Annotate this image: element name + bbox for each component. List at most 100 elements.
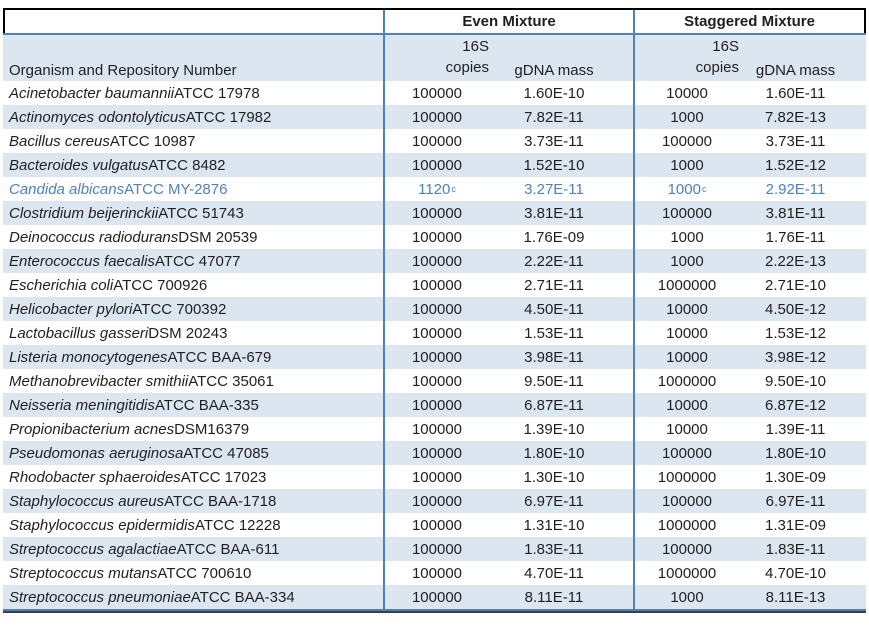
organism-species: Pseudomonas aeruginosa <box>9 444 184 462</box>
organism-repo: ATCC 10987 <box>109 132 196 150</box>
even-gdna-mass-cell: 1.83E-11 <box>524 540 584 558</box>
organism-cell: Bacillus cereus ATCC 10987 <box>3 129 383 153</box>
staggered-gdna-mass-cell: 6.97E-11 <box>765 492 826 510</box>
staggered-16s-copies-cell: 1000 <box>633 153 747 177</box>
even-16s-copies-cell: 100000 <box>383 201 497 225</box>
staggered-copies-label: copies <box>695 59 739 76</box>
staggered-gdna-mass-cell: 1.30E-09 <box>765 468 826 486</box>
staggered-16s-copies-cell: 1000 <box>633 585 747 609</box>
table-row: Lactobacillus gasseri DSM 20243 100000 1… <box>3 321 866 345</box>
staggered-16s-copies-cell: 10000 <box>633 417 747 441</box>
organism-species: Deinococcus radiodurans <box>9 228 179 246</box>
staggered-gdna-mass-cell: 4.70E-10 <box>765 564 826 582</box>
table-row: Bacillus cereus ATCC 10987 100000 3.73E-… <box>3 129 866 153</box>
organism-repo: ATCC 17023 <box>180 468 267 486</box>
organism-repo: DSM16379 <box>174 420 250 438</box>
staggered-gdna-mass-cell: 6.87E-12 <box>765 396 826 414</box>
even-16s-copies-cell: 100000 <box>383 153 497 177</box>
organism-repo: DSM 20243 <box>148 324 228 342</box>
staggered-gdna-mass-cell: 7.82E-13 <box>765 108 826 126</box>
even-16s-copies-cell: 100000 <box>383 417 497 441</box>
even-16s-label: 16S <box>462 38 489 55</box>
even-16s-copies-cell: 100000 <box>383 513 497 537</box>
even-16s-copies-cell: 100000 <box>383 273 497 297</box>
organism-species: Bacteroides vulgatus <box>9 156 149 174</box>
organism-species: Lactobacillus gasseri <box>9 324 149 342</box>
staggered-16s-copies-cell: 1000000 <box>633 273 747 297</box>
staggered-gdna-mass-cell: 3.81E-11 <box>765 204 826 222</box>
even-16s-copies-cell: 100000 <box>383 225 497 249</box>
organism-cell: Streptococcus pneumoniae ATCC BAA-334 <box>3 585 383 609</box>
organism-cell: Bacteroides vulgatus ATCC 8482 <box>3 153 383 177</box>
table-row: Acinetobacter baumannii ATCC 17978 10000… <box>3 81 866 105</box>
even-mixture-header: Even Mixture <box>383 10 633 33</box>
even-16s-copies-cell: 100000 <box>383 441 497 465</box>
organism-cell: Deinococcus radiodurans DSM 20539 <box>3 225 383 249</box>
even-16s-copies-cell: 100000 <box>383 537 497 561</box>
organism-cell: Enterococcus faecalis ATCC 47077 <box>3 249 383 273</box>
staggered-gdna-mass-cell: 2.22E-13 <box>765 252 826 270</box>
group-header-row: Even Mixture Staggered Mixture <box>3 10 866 35</box>
staggered-gdna-mass-cell: 9.50E-10 <box>765 372 826 390</box>
organism-species: Acinetobacter baumannii <box>9 84 175 102</box>
organism-species: Streptococcus pneumoniae <box>9 588 191 606</box>
organism-cell: Propionibacterium acnes DSM16379 <box>3 417 383 441</box>
even-16s-copies-cell: 100000 <box>383 393 497 417</box>
staggered-gdna-mass-cell: 2.71E-10 <box>765 276 826 294</box>
staggered-gdna-mass-cell: 1.60E-11 <box>765 84 826 102</box>
staggered-mixture-header: Staggered Mixture <box>633 10 866 33</box>
even-16s-copies-cell: 1120 c <box>383 177 497 201</box>
even-copies-label: copies <box>445 59 489 76</box>
staggered-16s-copies-header: 16S copies <box>633 35 747 81</box>
even-gdna-mass-cell: 1.53E-11 <box>524 324 584 342</box>
even-gdna-mass-cell: 1.31E-10 <box>523 516 585 534</box>
staggered-gdna-mass-cell: 1.80E-10 <box>765 444 826 462</box>
organism-species: Staphylococcus epidermidis <box>9 516 195 534</box>
even-gdna-mass-cell: 4.70E-11 <box>524 564 584 582</box>
table-row: Streptococcus pneumoniae ATCC BAA-334 10… <box>3 585 866 609</box>
staggered-gdna-mass-cell: 1.52E-12 <box>765 156 826 174</box>
organism-species: Propionibacterium acnes <box>9 420 175 438</box>
organism-species: Candida albicans <box>9 180 125 198</box>
even-gdna-mass-cell: 3.81E-11 <box>524 204 584 222</box>
organism-cell: Actinomyces odontolyticus ATCC 17982 <box>3 105 383 129</box>
organism-repo: ATCC BAA-679 <box>167 348 272 366</box>
organism-repo: ATCC 17978 <box>174 84 260 102</box>
staggered-gdna-mass-cell: 3.98E-12 <box>765 348 826 366</box>
staggered-16s-copies-cell: 10000 <box>633 345 747 369</box>
even-16s-copies-cell: 100000 <box>383 345 497 369</box>
even-gdna-mass-cell: 6.97E-11 <box>524 492 584 510</box>
organism-species: Bacillus cereus <box>9 132 110 150</box>
organism-cell: Rhodobacter sphaeroides ATCC 17023 <box>3 465 383 489</box>
organism-repo: ATCC 700392 <box>132 300 227 318</box>
table-row: Helicobacter pylori ATCC 700392 100000 4… <box>3 297 866 321</box>
staggered-gdna-mass-cell: 8.11E-13 <box>765 588 826 606</box>
even-16s-copies-cell: 100000 <box>383 297 497 321</box>
staggered-gdna-mass-cell: 1.31E-09 <box>765 516 826 534</box>
table-row: Enterococcus faecalis ATCC 47077 100000 … <box>3 249 866 273</box>
staggered-16s-copies-cell: 100000 <box>633 129 747 153</box>
organism-repo: ATCC 35061 <box>188 372 274 390</box>
even-gdna-mass-cell: 1.60E-10 <box>523 84 585 102</box>
even-gdna-mass-cell: 1.39E-10 <box>523 420 585 438</box>
staggered-gdna-mass-cell: 1.83E-11 <box>765 540 826 558</box>
organism-repo: ATCC BAA-334 <box>190 588 295 606</box>
organism-cell: Candida albicans ATCC MY-2876 <box>3 177 383 201</box>
even-gdna-mass-cell: 2.22E-11 <box>524 252 584 270</box>
organism-repo: ATCC BAA-335 <box>154 396 259 414</box>
even-16s-copies-cell: 100000 <box>383 465 497 489</box>
staggered-16s-copies-cell: 1000000 <box>633 465 747 489</box>
even-16s-copies-cell: 100000 <box>383 129 497 153</box>
table-row: Streptococcus agalactiae ATCC BAA-611 10… <box>3 537 866 561</box>
staggered-16s-copies-cell: 10000 <box>633 297 747 321</box>
even-16s-copies-cell: 100000 <box>383 249 497 273</box>
staggered-16s-copies-cell: 10000 <box>633 81 747 105</box>
organism-cell: Listeria monocytogenes ATCC BAA-679 <box>3 345 383 369</box>
table-row: Candida albicans ATCC MY-2876 1120 c 3.27… <box>3 177 866 201</box>
group-header-blank-cell <box>3 10 383 33</box>
organism-column-header: Organism and Repository Number <box>9 62 237 79</box>
organism-repo: ATCC 47085 <box>183 444 269 462</box>
organism-cell: Helicobacter pylori ATCC 700392 <box>3 297 383 321</box>
even-gdna-mass-cell: 8.11E-11 <box>524 588 584 606</box>
staggered-16s-copies-cell: 100000 <box>633 441 747 465</box>
